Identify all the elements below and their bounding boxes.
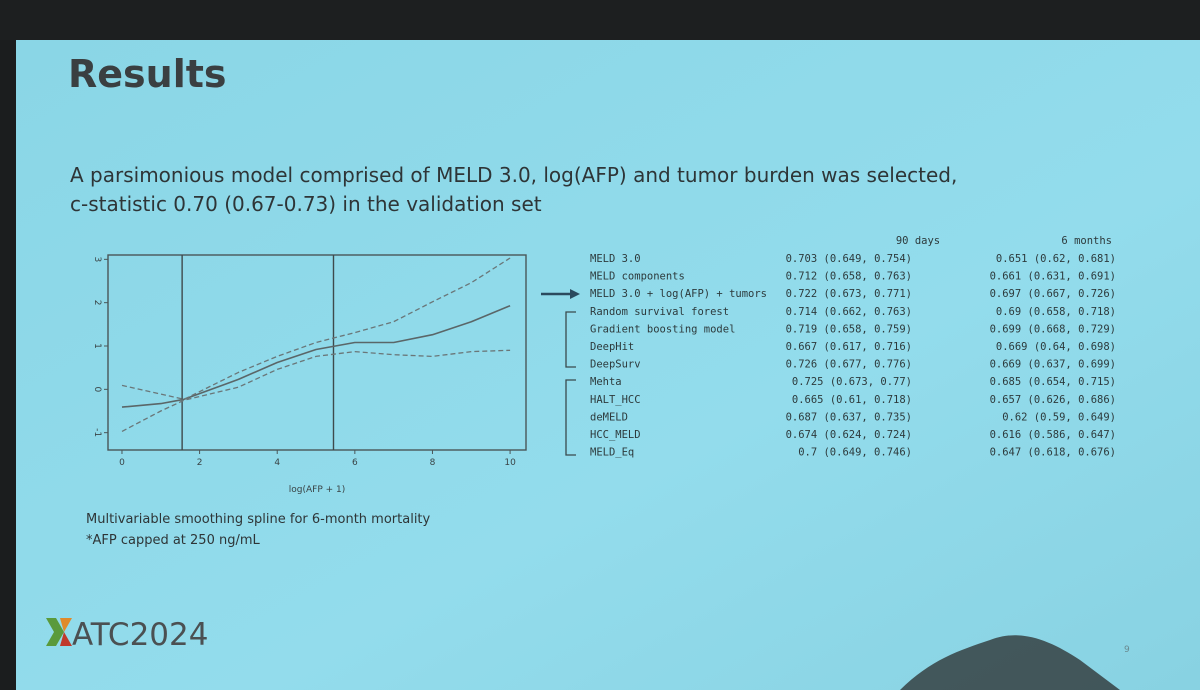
logo-mark — [60, 618, 72, 632]
row-label: HALT_HCC — [590, 394, 641, 406]
row-label: MELD_Eq — [590, 447, 634, 459]
column-header: 6 months — [1061, 235, 1112, 247]
cell: 0.712 (0.658, 0.763) — [786, 271, 912, 283]
row-label: DeepSurv — [590, 359, 641, 371]
cell: 0.661 (0.631, 0.691) — [990, 271, 1116, 283]
cell: 0.685 (0.654, 0.715) — [990, 376, 1116, 388]
cell: 0.651 (0.62, 0.681) — [996, 253, 1116, 265]
x-tick-label: 4 — [274, 458, 280, 468]
cell: 0.665 (0.61, 0.718) — [792, 394, 912, 406]
cell: 0.719 (0.658, 0.759) — [786, 323, 912, 335]
logo: ATC2024 — [46, 617, 208, 653]
logo-mark — [46, 618, 64, 646]
cell: 0.669 (0.637, 0.699) — [990, 359, 1116, 371]
cell: 0.62 (0.59, 0.649) — [1002, 411, 1116, 423]
spline-line — [121, 257, 511, 400]
bracket — [565, 379, 576, 456]
cell: 0.667 (0.617, 0.716) — [786, 341, 912, 353]
dark-edge — [0, 0, 1200, 40]
cell: 0.697 (0.667, 0.726) — [990, 288, 1116, 300]
x-tick-label: 8 — [430, 458, 436, 468]
row-label: Random survival forest — [590, 306, 729, 318]
y-tick-label: 1 — [92, 343, 102, 349]
y-tick-label: 3 — [92, 256, 102, 262]
cell: 0.714 (0.662, 0.763) — [786, 306, 912, 318]
page-number: 9 — [1124, 645, 1130, 655]
x-axis-label: log(AFP + 1) — [289, 485, 346, 495]
cell: 0.7 (0.649, 0.746) — [798, 447, 912, 459]
row-label: MELD 3.0 — [590, 253, 641, 265]
x-tick-label: 6 — [352, 458, 358, 468]
row-label: DeepHit — [590, 341, 634, 353]
body-text: c-statistic 0.70 (0.67-0.73) in the vali… — [70, 192, 542, 216]
x-tick-label: 10 — [504, 458, 516, 468]
spline-line — [121, 304, 511, 408]
foreground-branches — [900, 635, 1120, 690]
x-tick-label: 0 — [119, 458, 125, 468]
logo-mark — [60, 632, 72, 646]
slide-title: Results — [68, 52, 227, 96]
y-tick-label: 2 — [92, 300, 102, 306]
cell: 0.657 (0.626, 0.686) — [990, 394, 1116, 406]
cell: 0.725 (0.673, 0.77) — [792, 376, 912, 388]
plot-frame — [107, 254, 527, 451]
cell: 0.687 (0.637, 0.735) — [786, 411, 912, 423]
logo-text: ATC2024 — [72, 617, 208, 653]
spline-line — [121, 349, 511, 432]
cell: 0.674 (0.624, 0.724) — [786, 429, 912, 441]
column-header: 90 days — [896, 235, 940, 247]
cell: 0.703 (0.649, 0.754) — [786, 253, 912, 265]
slide-background — [16, 38, 1200, 690]
row-label: deMELD — [590, 411, 628, 423]
row-label: HCC_MELD — [590, 429, 641, 441]
y-tick-label: 0 — [92, 386, 102, 392]
cell: 0.726 (0.677, 0.776) — [786, 359, 912, 371]
y-tick-label: -1 — [92, 428, 102, 437]
caption: Multivariable smoothing spline for 6-mon… — [86, 512, 431, 527]
row-label: MELD 3.0 + log(AFP) + tumors — [590, 288, 767, 300]
row-label: Gradient boosting model — [590, 323, 735, 335]
bracket — [565, 311, 576, 368]
annotations — [541, 289, 580, 456]
cell: 0.647 (0.618, 0.676) — [990, 447, 1116, 459]
cell: 0.669 (0.64, 0.698) — [996, 341, 1116, 353]
x-tick-label: 2 — [197, 458, 203, 468]
arrow-head — [570, 289, 580, 299]
cell: 0.616 (0.586, 0.647) — [990, 429, 1116, 441]
cell: 0.699 (0.668, 0.729) — [990, 323, 1116, 335]
row-label: MELD components — [590, 271, 685, 283]
caption: *AFP capped at 250 ng/mL — [86, 533, 261, 548]
body-text: A parsimonious model comprised of MELD 3… — [70, 163, 957, 187]
row-label: Mehta — [590, 376, 622, 388]
cell: 0.69 (0.658, 0.718) — [996, 306, 1116, 318]
cell: 0.722 (0.673, 0.771) — [786, 288, 912, 300]
